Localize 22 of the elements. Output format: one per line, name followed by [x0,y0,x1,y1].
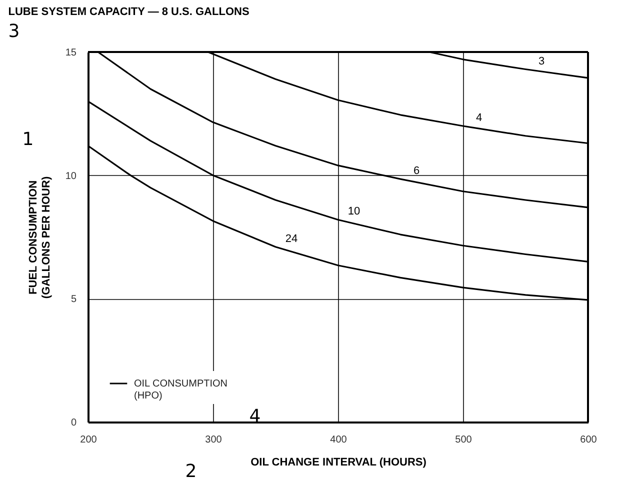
series-label: 24 [285,232,298,245]
y-tick-label: 10 [65,170,77,182]
series-label: 6 [413,165,420,178]
x-tick-label: 400 [330,434,348,446]
x-tick-label: 300 [205,434,222,446]
text: 2 [185,461,197,482]
series-label: 4 [476,112,482,124]
legend-title: OIL CONSUMPTION (HPO) [134,378,228,402]
text: 3 [8,21,20,42]
series-label: 10 [348,206,360,218]
annotation: 4 [249,406,261,427]
x-axis-title: OIL CHANGE INTERVAL (HOURS) [250,456,427,468]
chart-title: LUBE SYSTEM CAPACITY — 8 U.S. GALLONS [8,6,250,18]
y-tick-label: 15 [65,48,77,58]
text: 1 [22,129,34,150]
series-label: 3 [538,55,545,68]
y-tick-label: 5 [70,294,77,306]
y-tick-label: 0 [70,418,77,428]
x-tick-label: 200 [80,434,98,446]
y-axis-title: FUEL CONSUMPTION (GALLONS PER HOUR) [27,176,52,299]
x-tick-label: 500 [455,434,472,446]
x-tick-label: 600 [580,434,598,446]
